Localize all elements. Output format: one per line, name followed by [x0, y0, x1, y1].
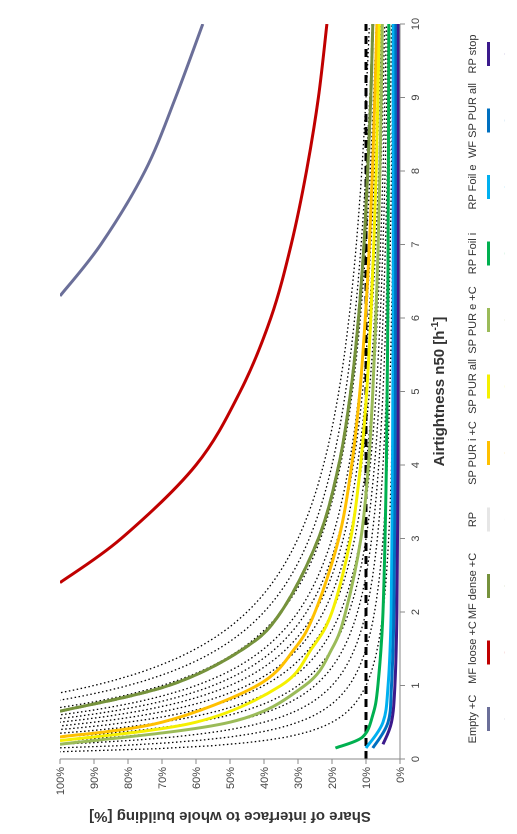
x-axis-title-main: Airtightness n50 [h — [431, 331, 448, 467]
x-tick-label: 10 — [410, 18, 422, 30]
series-line-rp — [60, 24, 375, 713]
y-tick-label: 30% — [293, 767, 305, 789]
legend-swatch-rp — [487, 507, 490, 532]
legend-swatch-rp-stop — [487, 42, 490, 66]
legend-label-mf-dense-c: MF dense +C — [467, 553, 479, 619]
legend-swatch-sp-pur-all — [487, 374, 490, 399]
legend-label-sp-pur-all: SP PUR all — [467, 359, 479, 414]
x-tick-label: 1 — [410, 682, 422, 688]
series-line-rp-stop — [381, 24, 400, 745]
reference-curve-8 — [60, 25, 386, 758]
series-line-wf-sp-pur-all — [371, 24, 398, 749]
x-tick-label: 0 — [410, 756, 422, 762]
y-tick-label: 20% — [327, 767, 339, 789]
reference-curve-3 — [60, 25, 394, 758]
series-lines — [60, 24, 400, 750]
x-tick-label: 9 — [410, 94, 422, 100]
legend: Empty +C MF loose +C MF dense +C RP SP PUR i… — [467, 35, 505, 744]
reference-curve-10 — [60, 25, 382, 758]
y-tick-label: 100% — [55, 767, 67, 795]
axes: 0123456789100%10%20%30%40%50%60%70%80%90… — [55, 18, 422, 795]
legend-swatch-empty-c — [487, 707, 490, 731]
series-line-sp-pur-all — [60, 24, 381, 743]
series-line-mf-dense-c — [60, 24, 375, 713]
legend-label-mf-loose-c: MF loose +C — [467, 621, 479, 684]
x-axis-title: Airtightness n50 [h-1] — [430, 317, 448, 467]
series-line-mf-loose-c — [60, 24, 329, 584]
x-tick-label: 8 — [410, 168, 422, 174]
series-line-sp-pur-i-c — [60, 24, 379, 739]
y-tick-label: 70% — [157, 767, 169, 789]
reference-curve-6 — [60, 25, 389, 758]
x-tick-label: 4 — [410, 462, 422, 468]
legend-label-sp-pur-e-c: SP PUR e +C — [467, 286, 479, 353]
legend-label-rp-foil-e: RP Foil e — [467, 164, 479, 209]
x-axis-title-end: ] — [431, 317, 448, 322]
series-line-rp-foil-e — [364, 24, 395, 749]
legend-swatch-rp-foil-i — [487, 241, 490, 266]
legend-label-rp: RP — [467, 512, 479, 527]
x-tick-label: 3 — [410, 535, 422, 541]
reference-curve-12 — [60, 25, 377, 758]
series-line-sp-pur-e-c — [60, 24, 384, 746]
y-tick-label: 90% — [89, 767, 101, 789]
legend-swatch-wf-sp-pur-all — [487, 108, 490, 133]
series-line-rp-foil-i — [334, 24, 391, 750]
legend-swatch-sp-pur-e-c — [487, 308, 490, 332]
y-axis-title: Share of interface to whole building [%] — [89, 808, 371, 825]
rotated-chart-group: 0123456789100%10%20%30%40%50%60%70%80%90… — [55, 18, 505, 825]
legend-swatch-mf-dense-c — [487, 574, 490, 598]
x-tick-label: 7 — [410, 241, 422, 247]
reference-curve-13 — [60, 25, 374, 758]
reference-curve-14 — [60, 25, 370, 758]
series-line-empty-c — [60, 24, 205, 297]
reference-curves — [60, 24, 398, 759]
y-tick-label: 0% — [395, 767, 407, 783]
reference-curve-11 — [60, 25, 381, 758]
y-tick-label: 80% — [123, 767, 135, 789]
x-axis-title-sup: -1 — [430, 321, 441, 330]
y-tick-label: 10% — [361, 767, 373, 789]
legend-label-sp-pur-i-c: SP PUR i +C — [467, 421, 479, 485]
y-tick-label: 60% — [191, 767, 203, 789]
legend-label-rp-stop: RP stop — [467, 35, 479, 74]
reference-curve-9 — [60, 25, 384, 758]
y-tick-label: 40% — [259, 767, 271, 789]
x-tick-label: 6 — [410, 315, 422, 321]
x-tick-label: 2 — [410, 609, 422, 615]
y-tick-label: 50% — [225, 767, 237, 789]
legend-swatch-mf-loose-c — [487, 640, 490, 665]
legend-swatch-rp-foil-e — [487, 175, 490, 199]
legend-label-rp-foil-i: RP Foil i — [467, 233, 479, 274]
legend-swatch-sp-pur-i-c — [487, 441, 490, 465]
reference-curve-7 — [60, 25, 388, 758]
legend-label-wf-sp-pur-all: WF SP PUR all — [467, 83, 479, 158]
legend-label-empty-c: Empty +C — [467, 695, 479, 744]
x-tick-label: 5 — [410, 388, 422, 394]
